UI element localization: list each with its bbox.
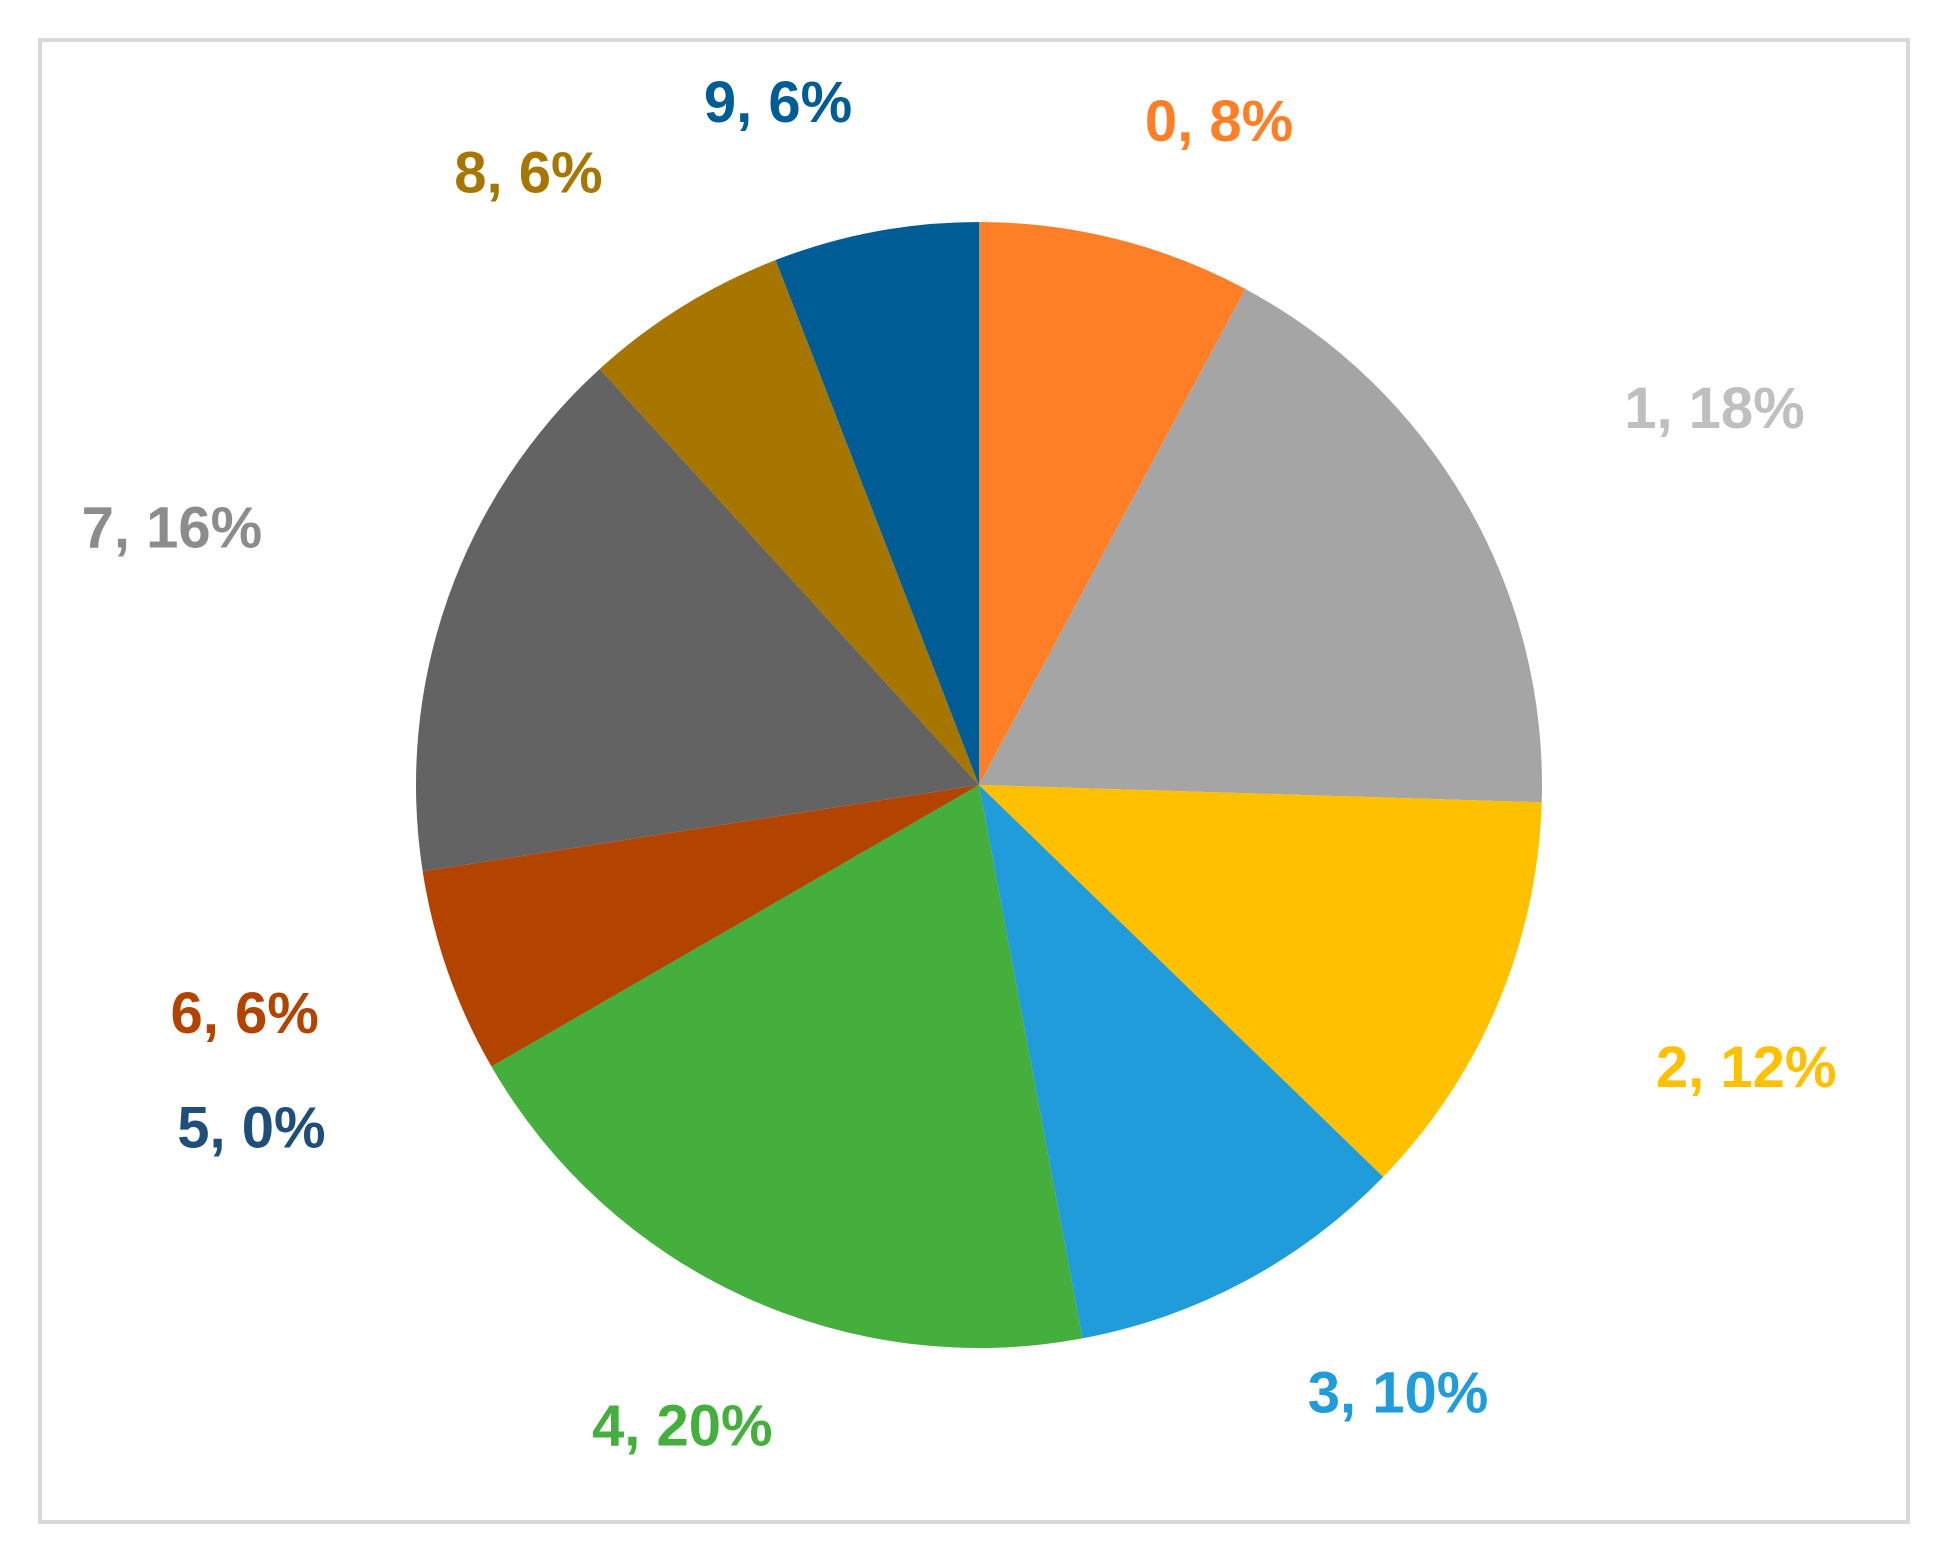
pie-label-7: 7, 16% [82,496,263,561]
pie-slice-6 [422,785,979,1067]
pie-slice-2 [979,785,1542,1177]
pie-label-0: 0, 8% [1145,89,1293,154]
pie-label-2: 2, 12% [1656,1035,1837,1100]
pie-label-6: 6, 6% [170,981,318,1046]
pie-slice-1 [979,288,1543,803]
pie-slice-4 [491,785,1083,1348]
pie-slices [416,222,1543,1348]
pie-slice-9 [775,222,979,785]
pie-label-9: 9, 6% [704,70,852,135]
pie-slice-7 [416,368,980,872]
pie-label-1: 1, 18% [1624,376,1805,441]
pie-labels: 0, 8% 1, 18% 2, 12% 3, 10% 4, 20% 5, 0% 6, 6% 7… [82,70,1837,1458]
pie-label-3: 3, 10% [1308,1361,1489,1426]
pie-label-8: 8, 6% [454,140,602,205]
pie-label-4: 4, 20% [592,1393,773,1458]
pie-label-5: 5, 0% [177,1096,325,1161]
pie-slice-0 [979,222,1246,785]
pie-slice-8 [599,260,979,785]
pie-slice-3 [979,785,1384,1339]
